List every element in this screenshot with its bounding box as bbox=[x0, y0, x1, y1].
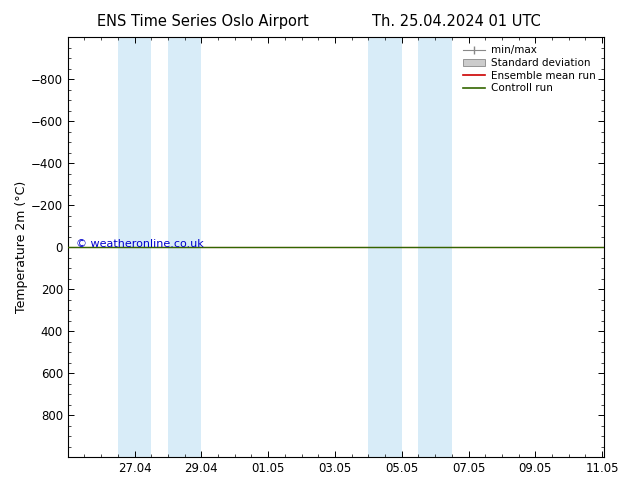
Text: Th. 25.04.2024 01 UTC: Th. 25.04.2024 01 UTC bbox=[372, 14, 541, 29]
Bar bbox=[118, 37, 152, 457]
Bar bbox=[168, 37, 202, 457]
Bar bbox=[418, 37, 452, 457]
Text: ENS Time Series Oslo Airport: ENS Time Series Oslo Airport bbox=[97, 14, 309, 29]
Bar bbox=[368, 37, 402, 457]
Text: © weatheronline.co.uk: © weatheronline.co.uk bbox=[76, 239, 204, 249]
Legend: min/max, Standard deviation, Ensemble mean run, Controll run: min/max, Standard deviation, Ensemble me… bbox=[460, 42, 598, 97]
Y-axis label: Temperature 2m (°C): Temperature 2m (°C) bbox=[15, 181, 28, 313]
